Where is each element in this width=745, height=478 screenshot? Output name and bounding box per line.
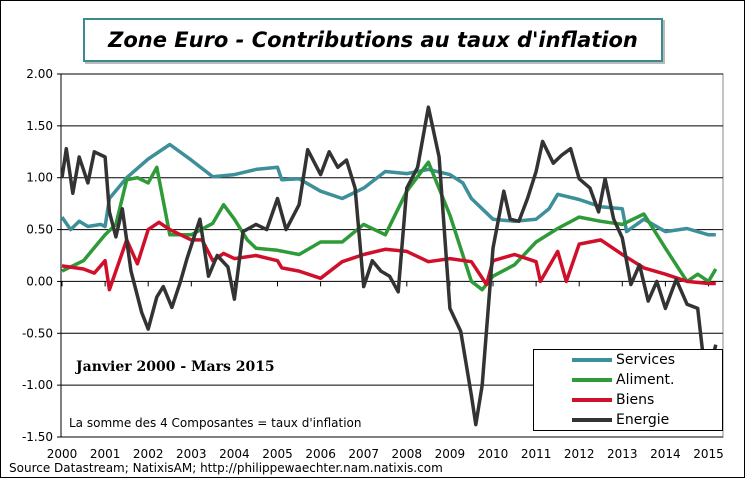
x-tick-label: 2008 (392, 447, 423, 461)
legend-item: Aliment. (534, 370, 722, 390)
x-tick-label: 2001 (90, 447, 121, 461)
legend-swatch (572, 398, 612, 402)
y-tick-label: 0.50 (26, 223, 53, 237)
x-tick-label: 2006 (305, 447, 336, 461)
series-line-energie (60, 105, 718, 427)
source-note: Source Datastream; NatixisAM; http://phi… (9, 461, 443, 475)
legend-label: Services (616, 352, 676, 368)
x-tick-label: 2014 (650, 447, 681, 461)
x-tick-label: 2013 (607, 447, 638, 461)
legend-label: Aliment. (616, 372, 675, 388)
y-tick-label: 1.50 (26, 119, 53, 133)
x-tick-label: 2005 (262, 447, 293, 461)
y-tick-label: -0.50 (22, 326, 53, 340)
legend: Services Aliment. Biens Energie (533, 349, 723, 431)
legend-swatch (572, 358, 612, 362)
x-tick-label: 2009 (435, 447, 466, 461)
x-tick-label: 2011 (521, 447, 552, 461)
legend-label: Biens (616, 392, 655, 408)
x-tick-label: 2012 (564, 447, 595, 461)
legend-item: Services (534, 350, 722, 370)
y-tick-label: 0.00 (26, 274, 53, 288)
chart-title-box: Zone Euro - Contributions au taux d'infl… (83, 18, 663, 62)
chart-title: Zone Euro - Contributions au taux d'infl… (108, 28, 638, 52)
y-tick-label: 2.00 (26, 67, 53, 81)
y-tick-label: 1.00 (26, 171, 53, 185)
legend-item: Biens (534, 390, 722, 410)
x-tick-label: 2002 (133, 447, 164, 461)
series-line-biens (61, 220, 716, 292)
annotation-note: La somme des 4 Composantes = taux d'infl… (69, 416, 362, 430)
legend-swatch (572, 418, 612, 422)
y-tick-label: -1.50 (22, 430, 53, 444)
x-tick-label: 2003 (176, 447, 207, 461)
x-tick-label: 2010 (478, 447, 509, 461)
x-tick-label: 2015 (693, 447, 724, 461)
legend-label: Energie (616, 412, 670, 428)
x-tick-label: 2007 (348, 447, 379, 461)
x-tick-label: 2004 (219, 447, 250, 461)
legend-item: Energie (534, 410, 722, 430)
legend-swatch (572, 378, 612, 382)
y-tick-label: -1.00 (22, 378, 53, 392)
x-tick-label: 2000 (47, 447, 78, 461)
period-label: Janvier 2000 - Mars 2015 (76, 359, 275, 375)
